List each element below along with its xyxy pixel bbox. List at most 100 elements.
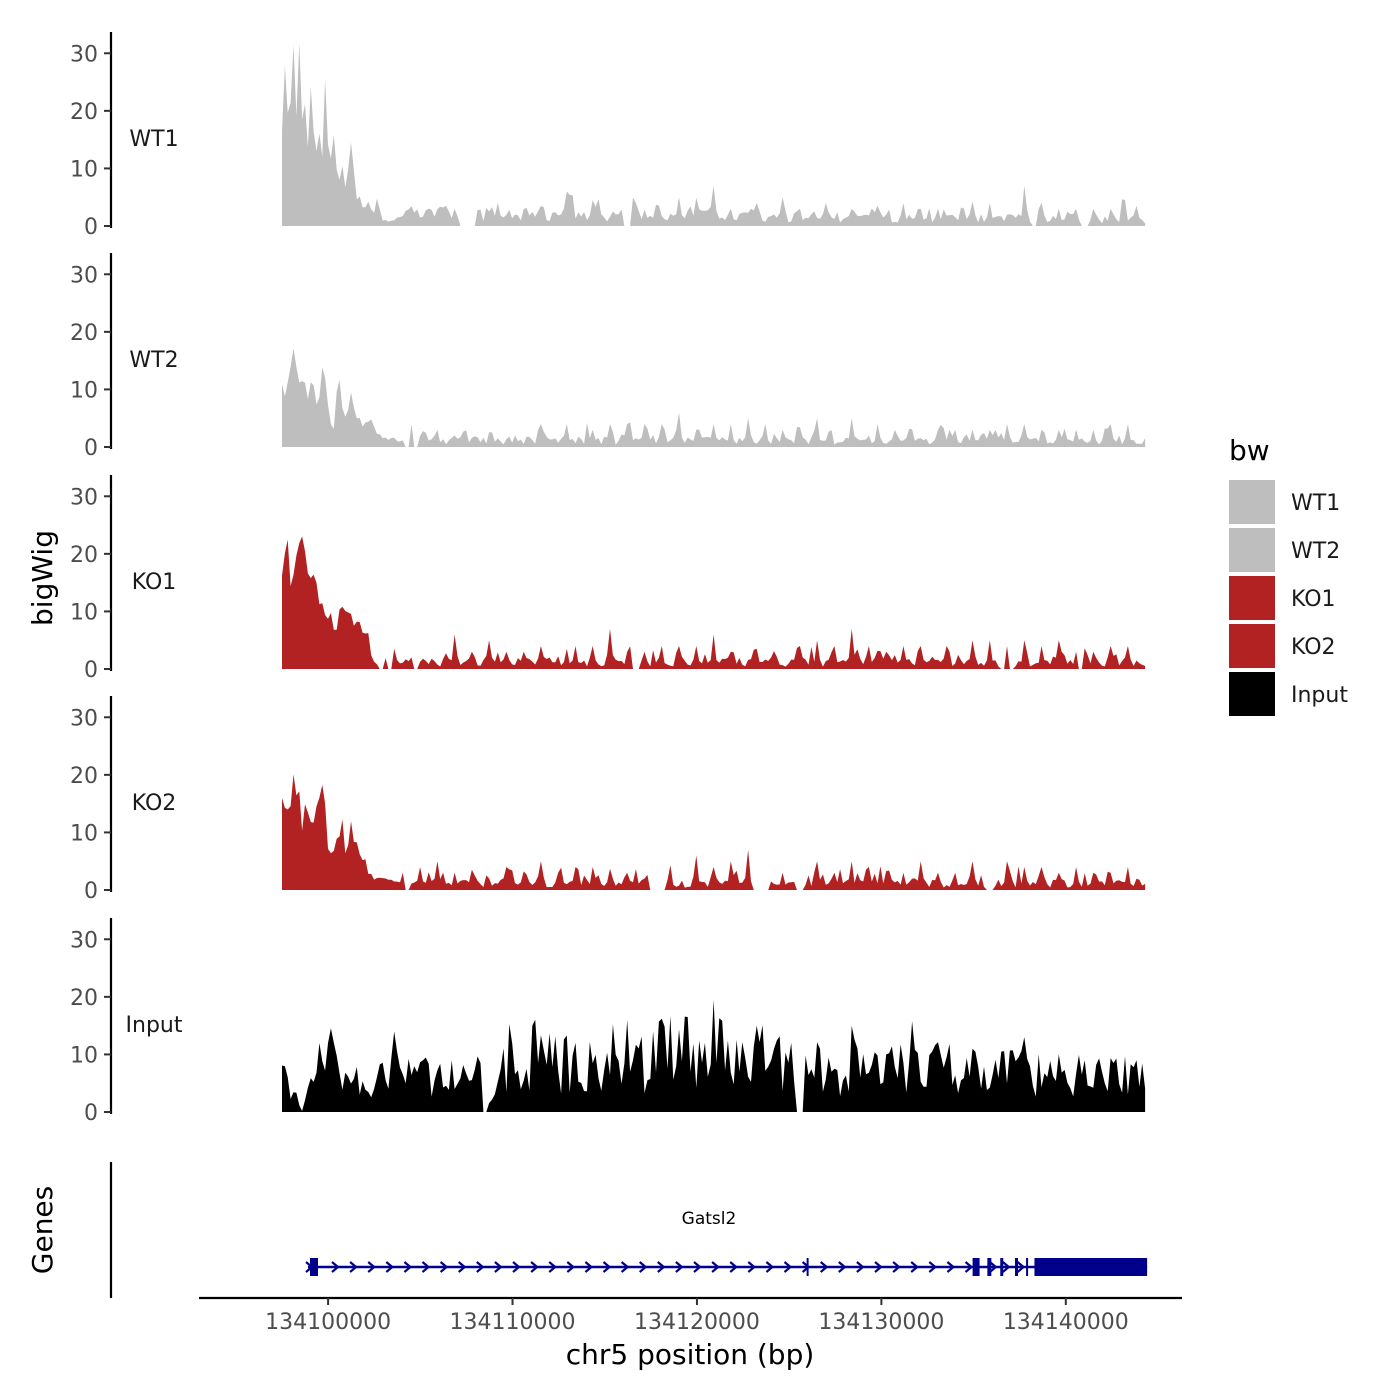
signal-area-input <box>282 999 1146 1112</box>
legend-key-ko2 <box>1229 624 1275 668</box>
gene-label: Gatsl2 <box>682 1209 737 1229</box>
gene-exon <box>972 1258 980 1276</box>
x-tick-label: 134130000 <box>818 1310 944 1335</box>
gene-strand-arrow <box>403 1261 413 1273</box>
bigwig-tracks: 0 10 20 30 WT1 0 10 20 30 WT2 0 10 20 30 KO1 0 10 20 30 KO2… <box>70 32 1146 1126</box>
gene-strand-arrow <box>729 1261 738 1273</box>
y-tick-label: 30 <box>70 928 98 953</box>
gene-strand-arrow <box>1002 1261 1011 1273</box>
gene-strand-arrow <box>1016 1261 1026 1273</box>
gene-strand-arrow <box>638 1261 648 1273</box>
signal-area-wt1 <box>282 43 1146 226</box>
signal-area-wt2 <box>282 348 1146 447</box>
legend-key-wt1 <box>1229 480 1275 524</box>
y-tick-label: 20 <box>70 986 98 1011</box>
legend: bw WT1 WT2 KO1 KO2 Input <box>1229 434 1348 716</box>
x-axis: 134100000 134110000 134120000 134130000 1341… <box>199 1296 1182 1335</box>
gene-strand-arrow <box>946 1261 956 1273</box>
y-tick-label: 10 <box>70 600 98 625</box>
y-tick-label: 0 <box>84 658 98 683</box>
legend-label-input: Input <box>1291 683 1348 708</box>
gene-strand-arrow <box>367 1261 376 1273</box>
x-tick-label: 134100000 <box>265 1310 391 1335</box>
x-tick-label: 134110000 <box>450 1310 576 1335</box>
gene-strand-arrow <box>783 1261 793 1273</box>
gene-utr-block <box>1034 1258 1148 1276</box>
gene-strand-arrow <box>331 1261 340 1273</box>
legend-label-ko1: KO1 <box>1291 587 1336 612</box>
gene-strand-arrow <box>675 1261 684 1273</box>
x-axis-title: chr5 position (bp) <box>566 1338 815 1371</box>
track-label-wt1: WT1 <box>129 127 178 152</box>
track-wt2: 0 10 20 30 WT2 <box>70 253 1146 461</box>
legend-label-wt1: WT1 <box>1291 491 1340 516</box>
gene-exon <box>987 1258 992 1276</box>
y-tick-label: 30 <box>70 485 98 510</box>
y-tick-label: 20 <box>70 764 98 789</box>
gene-strand-arrow <box>494 1261 503 1273</box>
y-tick-label: 0 <box>84 879 98 904</box>
y-tick-label: 20 <box>70 321 98 346</box>
track-wt1: 0 10 20 30 WT1 <box>70 32 1146 240</box>
track-input: 0 10 20 30 Input <box>70 918 1146 1126</box>
gene-exon <box>1015 1258 1019 1276</box>
x-tick-label: 134140000 <box>1003 1310 1129 1335</box>
y-tick-label: 10 <box>70 378 98 403</box>
gene-exon <box>1000 1258 1004 1276</box>
track-label-ko1: KO1 <box>132 570 177 595</box>
gene-strand-arrow <box>747 1261 757 1273</box>
gene-exon <box>806 1258 809 1276</box>
genes-panel: Genes Gatsl2 <box>26 1162 1148 1298</box>
gene-strand-arrow <box>385 1261 395 1273</box>
legend-title: bw <box>1229 434 1270 467</box>
gene-strand-arrow <box>711 1261 720 1273</box>
y-tick-label: 10 <box>70 157 98 182</box>
y-tick-label: 20 <box>70 543 98 568</box>
track-ko2: 0 10 20 30 KO2 <box>70 696 1146 904</box>
gene-strand-arrow <box>819 1261 829 1273</box>
gene-strand-arrow <box>439 1261 449 1273</box>
gene-model <box>305 1258 1148 1276</box>
gene-strand-arrow <box>989 1261 998 1273</box>
legend-key-wt2 <box>1229 528 1275 572</box>
y-tick-label: 30 <box>70 42 98 67</box>
gene-strand-arrow <box>602 1261 612 1273</box>
y-tick-label: 10 <box>70 1043 98 1068</box>
gene-strand-arrow <box>693 1261 702 1273</box>
gene-strand-arrow <box>892 1261 901 1273</box>
gene-strand-arrow <box>838 1261 847 1273</box>
x-tick-label: 134120000 <box>634 1310 760 1335</box>
y-axis-title-bigwig: bigWig <box>26 530 59 626</box>
y-axis-title-genes: Genes <box>26 1186 59 1274</box>
track-label-ko2: KO2 <box>132 791 177 816</box>
y-tick-label: 0 <box>84 215 98 240</box>
signal-area-ko1 <box>282 536 1146 669</box>
legend-label-wt2: WT2 <box>1291 539 1340 564</box>
gene-strand-arrow <box>476 1261 485 1273</box>
y-tick-label: 0 <box>84 436 98 461</box>
y-tick-label: 20 <box>70 100 98 125</box>
gene-strand-arrow <box>548 1261 557 1273</box>
gene-strand-arrow <box>584 1261 594 1273</box>
gene-strand-arrow <box>657 1261 666 1273</box>
gene-exon <box>309 1258 318 1276</box>
gene-strand-arrow <box>421 1261 431 1273</box>
gene-strand-arrow <box>910 1261 919 1273</box>
y-tick-label: 10 <box>70 821 98 846</box>
track-ko1: 0 10 20 30 KO1 <box>70 475 1146 683</box>
gene-strand-arrow <box>530 1261 539 1273</box>
gene-strand-arrow <box>928 1261 938 1273</box>
gene-strand-arrow <box>874 1261 883 1273</box>
track-label-input: Input <box>126 1013 183 1038</box>
signal-area-ko2 <box>282 774 1146 890</box>
y-tick-label: 0 <box>84 1101 98 1126</box>
gene-strand-arrow <box>566 1261 576 1273</box>
gene-exon <box>1026 1258 1029 1276</box>
legend-key-ko1 <box>1229 576 1275 620</box>
legend-label-ko2: KO2 <box>1291 635 1336 660</box>
y-tick-label: 30 <box>70 263 98 288</box>
y-tick-label: 30 <box>70 706 98 731</box>
gene-strand-arrow <box>620 1261 630 1273</box>
gene-strand-arrow <box>964 1261 974 1273</box>
